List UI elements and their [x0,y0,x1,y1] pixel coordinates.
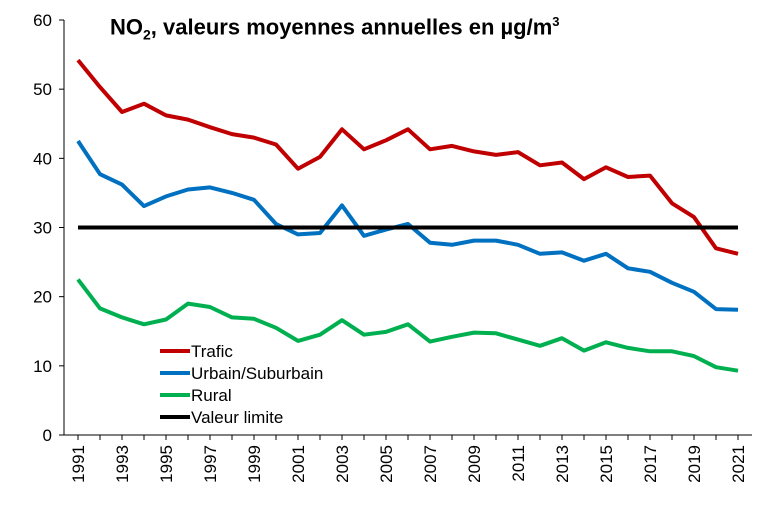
x-tick-label: 2013 [553,445,572,483]
y-tick-label: 60 [33,11,52,30]
x-tick-label: 2001 [289,445,308,483]
y-axis-ticks: 0 10 20 30 40 50 60 [33,11,64,445]
x-tick-label: 1997 [201,445,220,483]
title-sub: 2 [143,26,151,43]
y-tick-label: 0 [43,426,52,445]
x-tick-label: 1993 [113,445,132,483]
series-lines [76,58,739,373]
y-tick-label: 20 [33,288,52,307]
title-sup: 3 [552,14,560,29]
legend-label-urbain-suburbain: Urbain/Suburbain [191,364,323,383]
legend: Trafic Urbain/Suburbain Rural Valeur limite [160,342,323,427]
y-tick-label: 10 [33,357,52,376]
y-tick-label: 30 [33,219,52,238]
legend-label-trafic: Trafic [191,342,233,361]
legend-label-rural: Rural [191,386,232,405]
x-tick-label: 1991 [69,445,88,483]
series-line-rural [76,278,739,373]
x-tick-label: 2011 [509,445,528,482]
x-axis-ticks: 1991 1993 1995 1997 1999 2001 2003 2005 2007 2009… [69,435,748,483]
x-tick-label: 1999 [245,445,264,483]
chart-title: NO2, valeurs moyennes annuelles en µg/m3 [110,14,560,43]
x-tick-label: 2007 [421,445,440,483]
y-tick-label: 50 [33,80,52,99]
x-tick-label: 2021 [729,445,748,483]
series-line-urbain-suburbain [76,139,739,312]
x-tick-label: 2019 [685,445,704,483]
x-tick-label: 2009 [465,445,484,483]
title-rest: , valeurs moyennes annuelles en µg/m [150,14,553,40]
x-tick-label: 2003 [333,445,352,483]
x-tick-label: 1995 [157,445,176,483]
legend-label-valeur-limite: Valeur limite [191,408,283,427]
series-line-trafic [76,58,739,256]
x-tick-label: 2005 [377,445,396,483]
x-tick-label: 2015 [597,445,616,483]
x-tick-label: 2017 [641,445,660,483]
title-main: NO [110,14,143,40]
y-tick-label: 40 [33,149,52,168]
